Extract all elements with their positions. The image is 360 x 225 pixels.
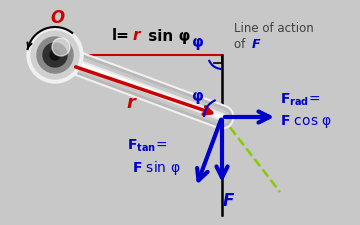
Text: F: F — [222, 191, 234, 209]
Text: $\mathbf{F_{rad}}$=: $\mathbf{F_{rad}}$= — [280, 91, 320, 108]
Text: sin φ: sin φ — [143, 28, 190, 43]
Text: r: r — [126, 94, 135, 112]
Circle shape — [31, 32, 79, 80]
Text: r: r — [133, 28, 140, 43]
Text: $\mathbf{F}$ sin φ: $\mathbf{F}$ sin φ — [132, 158, 180, 176]
Text: $\mathbf{F_{tan}}$=: $\mathbf{F_{tan}}$= — [127, 137, 167, 153]
Circle shape — [43, 44, 67, 68]
Text: of: of — [234, 37, 249, 50]
Circle shape — [50, 51, 60, 61]
Text: $\mathbf{F}$ cos φ: $\mathbf{F}$ cos φ — [280, 113, 332, 130]
Text: l=: l= — [112, 28, 130, 43]
Text: φ: φ — [192, 34, 204, 49]
Text: F: F — [252, 37, 261, 50]
Text: O: O — [50, 9, 64, 27]
Text: φ: φ — [192, 88, 204, 103]
Circle shape — [37, 38, 73, 74]
Circle shape — [52, 39, 70, 57]
Circle shape — [27, 28, 83, 84]
Text: Line of action: Line of action — [234, 21, 314, 34]
